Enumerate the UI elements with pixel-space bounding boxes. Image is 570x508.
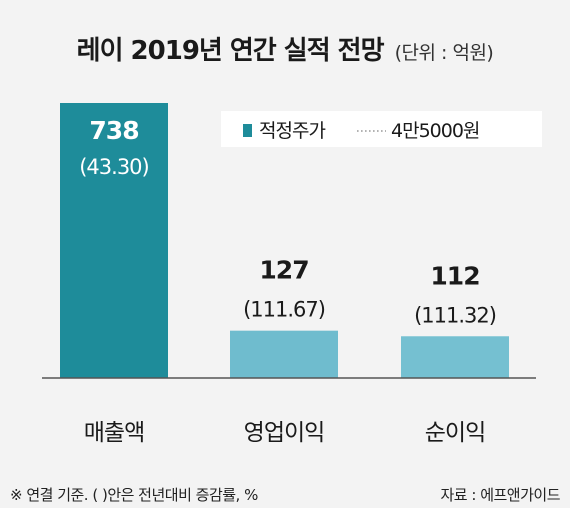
bar-change-label: (43.30) [79,155,149,179]
footer-source: 자료 : 에프앤가이드 [440,486,561,504]
bars-layer [60,103,509,378]
legend-target-price-label: 적정주가 [259,120,325,142]
x-tick-label: 순이익 [425,420,485,446]
labels-layer: 738 (43.30) 매출액 127 (111.67) 영업이익 112 (111.32) 순… [79,116,497,446]
bar-2 [230,330,338,378]
chart-title-row: 레이 2019년 연간 실적 전망 (단위 : 억원) [0,30,570,67]
bar-1 [60,103,168,378]
bar-change-label: (111.67) [243,298,325,322]
bar-value-label: 127 [259,256,308,285]
bar-value-label: 738 [89,116,138,145]
bar-3 [401,336,509,378]
x-tick-label: 영업이익 [244,420,325,446]
chart-title: 레이 2019년 연간 실적 전망 [76,36,385,66]
legend-swatch-icon [243,124,252,137]
chart-unit: (단위 : 억원) [394,42,494,64]
legend-background [221,111,542,147]
bar-change-label: (111.32) [414,303,496,327]
footer: ※ 연결 기준. ( )안은 전년대비 증감률, % 자료 : 에프앤가이드 [10,484,560,505]
bar-value-label: 112 [430,261,479,290]
footer-note: ※ 연결 기준. ( )안은 전년대비 증감률, % [10,486,258,504]
legend-box: 적정주가 4만5000원 [221,111,542,147]
x-tick-label: 매출액 [84,420,144,446]
legend-target-price-value: 4만5000원 [391,120,479,142]
